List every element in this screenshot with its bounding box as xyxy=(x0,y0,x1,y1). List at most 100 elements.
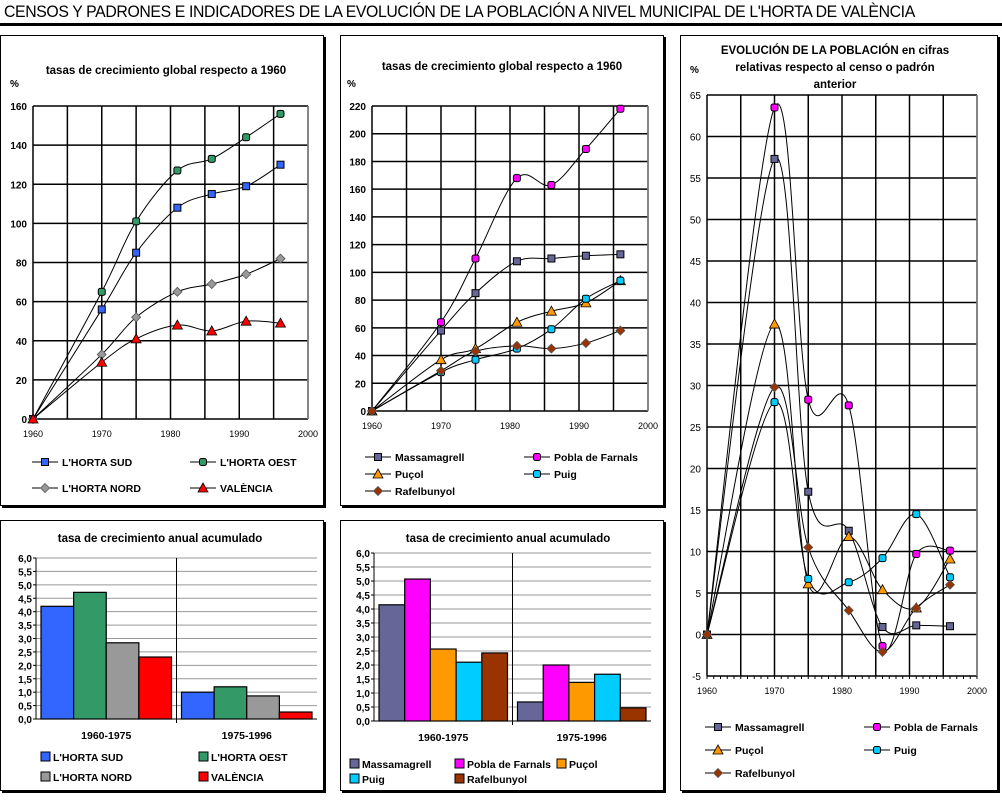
legend-swatch xyxy=(40,751,51,762)
y-tick-label: 15 xyxy=(690,506,702,517)
legend-swatch xyxy=(198,771,209,782)
y-tick-label: 140 xyxy=(349,213,366,224)
bar xyxy=(180,691,215,720)
y-tick-label: 25 xyxy=(690,423,702,434)
bar xyxy=(40,605,75,720)
legend-marker xyxy=(712,744,724,755)
y-tick-label: 0 xyxy=(360,407,366,418)
category-label: 1960-1975 xyxy=(81,730,131,742)
data-point xyxy=(274,317,287,328)
legend-label: Puçol xyxy=(735,745,764,757)
chart-panel-municipios-relativa xyxy=(680,35,998,791)
legend-label: L'HORTA SUD xyxy=(53,752,124,764)
legend-label: Pobla de Farnals xyxy=(467,759,551,771)
line-chart-municipios-relativa: EVOLUCIÓN DE LA POBLACIÓN en cifras relat… xyxy=(690,44,987,780)
data-point xyxy=(946,546,954,555)
data-point xyxy=(207,154,216,163)
data-point xyxy=(547,325,556,334)
data-point xyxy=(546,343,557,354)
y-tick-label: 0 xyxy=(21,415,27,426)
legend-label: Massamagrell xyxy=(395,452,465,464)
y-tick-label: 3,5 xyxy=(356,619,370,630)
data-point xyxy=(804,487,813,496)
bar xyxy=(568,681,596,722)
bar xyxy=(429,648,457,722)
legend-label: Puig xyxy=(362,774,385,786)
legend-marker xyxy=(533,470,541,478)
y-tick-label: 1,5 xyxy=(356,675,370,686)
y-tick-label: 50 xyxy=(690,216,702,227)
data-point xyxy=(944,579,956,590)
line-chart-municipios-global: tasas de crecimiento global respecto a 1… xyxy=(347,61,658,498)
legend-marker xyxy=(41,458,49,466)
data-point xyxy=(275,253,286,264)
bar-chart-municipios-anual: tasa de crecimiento anual acumulado 0,0 0,… xyxy=(349,533,651,786)
y-tick-label: 6,0 xyxy=(18,554,32,565)
y-tick-label: 5,5 xyxy=(356,563,370,574)
y-tick-label: 220 xyxy=(349,102,366,113)
data-point xyxy=(173,203,182,212)
data-point xyxy=(511,340,522,351)
data-point xyxy=(701,629,713,640)
data-point xyxy=(512,174,521,183)
y-tick-label: 140 xyxy=(10,141,27,152)
data-point xyxy=(276,160,285,169)
data-point xyxy=(877,646,888,657)
category-label: 1975-1996 xyxy=(557,732,607,744)
data-point xyxy=(616,250,625,259)
bar xyxy=(378,604,406,722)
legend-marker xyxy=(372,485,384,497)
bar xyxy=(105,642,140,720)
legend-label: Puçol xyxy=(569,759,598,771)
legend-marker xyxy=(533,453,541,461)
data-point xyxy=(547,181,556,190)
legend-marker xyxy=(372,468,384,479)
x-tick-label: 2000 xyxy=(967,686,987,696)
y-tick-label: 2,0 xyxy=(356,661,370,672)
x-tick-label: 1970 xyxy=(431,421,451,431)
data-point xyxy=(132,217,141,226)
y-tick-label: -5 xyxy=(692,672,701,683)
y-tick-label: 160 xyxy=(10,102,27,113)
data-point xyxy=(843,530,855,541)
data-point xyxy=(911,602,922,614)
bar xyxy=(73,591,107,720)
legend-marker xyxy=(39,482,51,494)
x-tick-label: 1970 xyxy=(764,686,784,696)
y-tick-label: 55 xyxy=(690,174,702,185)
legend-label: Puçol xyxy=(395,469,424,481)
y-tick-label: 5,5 xyxy=(18,567,32,578)
x-tick-label: 1980 xyxy=(832,686,852,696)
chart-title: tasas de crecimiento global respecto a 1… xyxy=(46,65,286,77)
legend-label: Rafelbunyol xyxy=(395,486,455,498)
legend-label: Pobla de Farnals xyxy=(894,722,978,734)
data-point xyxy=(804,395,813,404)
series-line-1 xyxy=(371,108,621,412)
y-tick-label: 20 xyxy=(690,465,702,476)
data-point xyxy=(547,254,556,263)
legend-label: L'HORTA NORD xyxy=(53,772,132,784)
data-point xyxy=(843,605,854,616)
bar xyxy=(455,661,483,722)
chart-title: tasa de crecimiento anual acumulado xyxy=(58,533,263,545)
x-tick-label: 2000 xyxy=(298,429,318,439)
legend-swatch xyxy=(454,773,465,784)
series-line-0 xyxy=(32,164,281,420)
title-underline xyxy=(0,23,1002,26)
data-point xyxy=(804,574,813,583)
y-tick-label: 160 xyxy=(349,185,366,196)
bar xyxy=(246,695,280,720)
y-tick-label: 200 xyxy=(349,130,366,141)
data-point xyxy=(242,133,251,142)
x-tick-label: 2000 xyxy=(638,421,658,431)
y-tick-label: 0,5 xyxy=(18,702,32,713)
legend-label: Massamagrell xyxy=(362,759,432,771)
data-point xyxy=(171,319,184,330)
data-point xyxy=(581,294,590,303)
data-point xyxy=(912,621,921,630)
legend-marker xyxy=(199,458,207,466)
chart-title: tasa de crecimiento anual acumulado xyxy=(406,533,611,545)
legend-marker xyxy=(712,767,724,779)
legend-label: L'HORTA OEST xyxy=(211,752,288,764)
